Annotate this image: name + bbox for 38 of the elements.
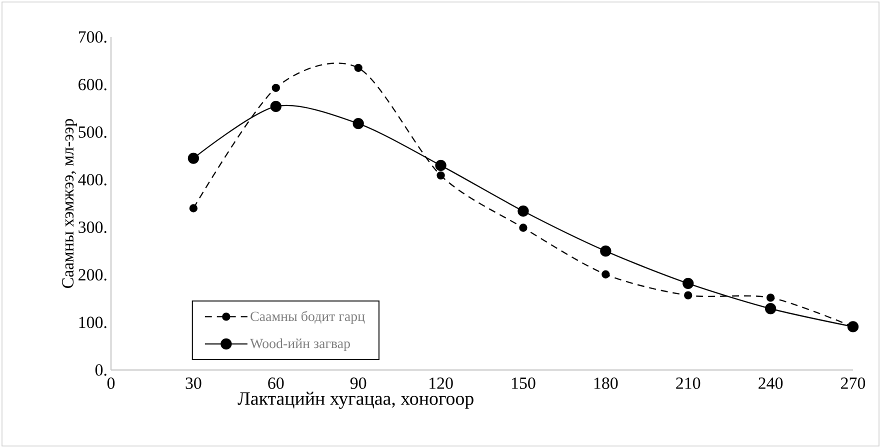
y-tick-label: 400. [78,174,106,186]
point [600,245,612,257]
point [270,100,282,112]
point [602,270,610,278]
point [188,152,200,164]
legend-label: Wood-ийн загвар [250,338,350,352]
point [352,118,364,130]
x-tick-label: 150 [512,378,536,389]
point [684,291,692,300]
point [354,64,362,72]
point [519,224,528,232]
x-tick-label: 60 [268,378,284,389]
x-tick-label: 240 [758,378,783,389]
y-tick-label: 0. [95,364,106,376]
y-tick-label: 700. [78,31,106,43]
point [272,84,280,92]
point [189,204,198,212]
x-tick-label: 120 [430,378,453,389]
x-tick-label: 30 [186,378,202,389]
x-axis-title: Лактацийн хугацаа, хоногоор [238,392,474,409]
point [436,171,445,180]
x-tick-label: 0 [107,378,115,389]
point [518,206,529,217]
x-tick-label: 180 [594,378,618,389]
x-tick-label: 270 [841,378,866,389]
point [766,294,775,302]
y-axis-title: Саамны хэмжээ, мл-ээр [62,118,77,288]
point [682,278,694,289]
x-tick-label: 210 [676,378,700,389]
y-tick-label: 200. [78,269,106,281]
point [764,303,776,314]
point [435,160,446,172]
y-tick-label: 500. [78,126,106,138]
legend-label: Саамны бодит гарц [250,310,365,324]
y-tick-label: 100. [79,316,106,328]
y-tick-label: 600. [78,78,106,90]
x-tick-label: 90 [350,378,366,389]
y-tick-label: 300. [78,222,106,234]
